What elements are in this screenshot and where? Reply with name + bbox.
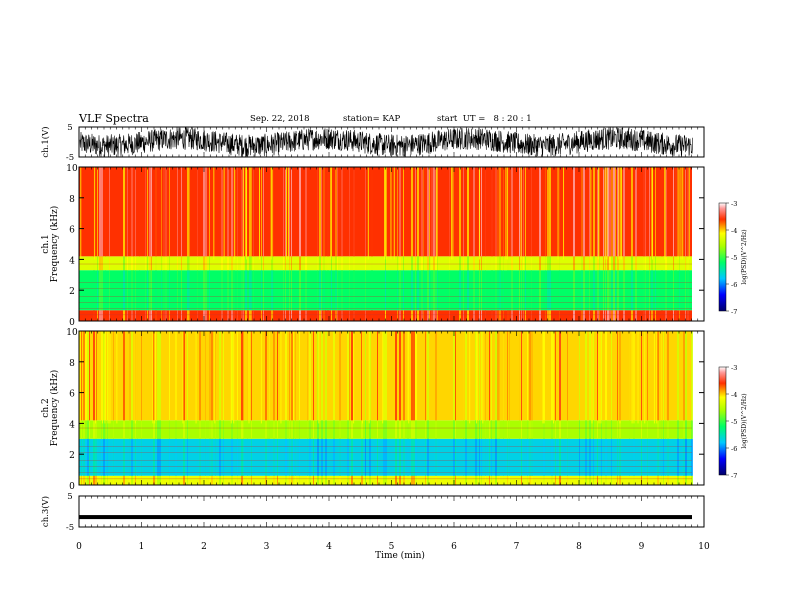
ch1-spectrogram-colorbar-tick-label: -6 — [731, 281, 737, 289]
ch1-spectrogram-ylabel: ch.1 — [41, 234, 51, 253]
ch3-waveform-ylabel: ch.3(V) — [40, 496, 51, 527]
xtick-label: 4 — [326, 542, 332, 552]
xtick-label: 3 — [264, 542, 270, 552]
ch2-spectrogram-ylabel-2: Frequency (kHz) — [49, 370, 60, 447]
ch2-spectrogram-colorbar-tick-label: -5 — [731, 418, 737, 426]
ch2-spectrogram-colorbar-tick-label: -7 — [731, 472, 737, 480]
ch1-waveform-ytick-label: -5 — [66, 153, 74, 163]
ch1-spectrogram-colorbar-tick-label: -5 — [731, 254, 737, 262]
ch2-spectrogram-colorbar-tick-label: -4 — [731, 391, 737, 399]
ch1-spectrogram-ytick-label: 6 — [69, 226, 75, 236]
start-time-label: start UT = 8 : 20 : 1 — [437, 114, 532, 124]
xtick-label: 0 — [76, 542, 82, 552]
ch1-spectrogram-image — [79, 167, 692, 321]
ch1-spectrogram-ytick-label: 10 — [66, 164, 78, 174]
xtick-label: 10 — [698, 542, 710, 552]
ch2-spectrogram-image — [79, 331, 693, 485]
xtick-label: 1 — [139, 542, 145, 552]
xtick-label: 5 — [389, 542, 395, 552]
ch1-spectrogram-ylabel-2: Frequency (kHz) — [49, 206, 60, 283]
ch3-waveform-ytick-label: -5 — [66, 523, 74, 533]
ch2-spectrogram-ytick-label: 6 — [69, 390, 75, 400]
ch1-spectrogram-ytick-label: 0 — [69, 318, 75, 328]
ch1-waveform-line — [79, 127, 693, 157]
station-label: station= KAP — [343, 114, 401, 124]
ch1-spectrogram-colorbar-tick-label: -4 — [731, 227, 737, 235]
ch2-spectrogram-colorbar-tick-label: -3 — [731, 364, 737, 372]
ch1-waveform-ytick-label: 5 — [67, 123, 72, 133]
ch1-spectrogram-colorbar — [718, 202, 727, 312]
xtick-label: 9 — [639, 542, 645, 552]
ch1-spectrogram-ytick-label: 4 — [69, 256, 75, 266]
xtick-label: 2 — [201, 542, 207, 552]
ch1-spectrogram-colorbar-tick-label: -3 — [731, 200, 737, 208]
ch2-spectrogram-colorbar — [718, 366, 727, 476]
ch1-spectrogram-ytick-label: 8 — [69, 195, 75, 205]
ch2-spectrogram-ytick-label: 2 — [69, 451, 75, 461]
ch1-waveform-ylabel: ch.1(V) — [40, 126, 51, 157]
ch3-waveform-line — [79, 515, 692, 520]
date-label: Sep. 22, 2018 — [250, 114, 310, 124]
ch1-spectrogram-ytick-label: 2 — [69, 287, 75, 297]
chart-title: VLF Spectra — [79, 112, 149, 125]
x-axis-label: Time (min) — [375, 550, 425, 561]
ch2-spectrogram-ytick-label: 4 — [69, 420, 75, 430]
ch2-spectrogram-colorbar-label: log(PSD)(V^2/Hz) — [741, 393, 748, 448]
xtick-label: 6 — [451, 542, 457, 552]
xtick-label: 7 — [514, 542, 520, 552]
ch2-spectrogram-colorbar-tick-label: -6 — [731, 445, 737, 453]
ch2-spectrogram-ylabel: ch.2 — [41, 398, 51, 417]
ch1-spectrogram-colorbar-tick-label: -7 — [731, 308, 737, 316]
ch2-spectrogram-ytick-label: 8 — [69, 359, 75, 369]
ch2-spectrogram-ytick-label: 10 — [66, 328, 78, 338]
ch2-spectrogram-ytick-label: 0 — [69, 482, 75, 492]
ch3-waveform-ytick-label: 5 — [67, 492, 72, 502]
xtick-label: 8 — [576, 542, 582, 552]
ch1-spectrogram-colorbar-label: log(PSD)(V^2/Hz) — [741, 229, 748, 284]
